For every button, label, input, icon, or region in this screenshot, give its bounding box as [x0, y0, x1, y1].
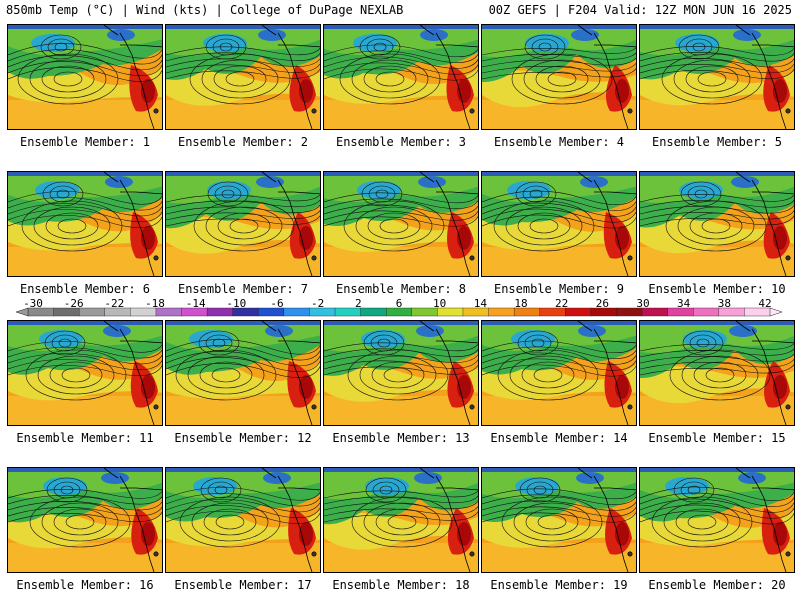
colorbar-tick-label: -10: [226, 297, 247, 310]
colorbar-tick-label: 18: [514, 297, 528, 310]
ensemble-member-label: Ensemble Member: 12: [174, 431, 312, 445]
ensemble-member-label: Ensemble Member: 4: [493, 135, 625, 149]
ensemble-panel: [7, 171, 163, 277]
ensemble-panel: [7, 467, 163, 573]
colorbar-tick-label: -14: [185, 297, 206, 310]
run-valid-time: 00Z GEFS | F204 Valid: 12Z MON JUN 16 20…: [488, 3, 792, 17]
colorbar-tick-label: -30: [23, 297, 43, 310]
ensemble-member-label: Ensemble Member: 11: [16, 431, 154, 445]
temperature-wind-map: [166, 468, 320, 572]
colorbar-tick-label: 34: [677, 297, 691, 310]
ensemble-panel: [7, 320, 163, 426]
colorbar-tick-label: 14: [473, 297, 487, 310]
ensemble-panel: [639, 24, 795, 130]
ensemble-panel: [165, 320, 321, 426]
colorbar-tick-label: -22: [104, 297, 125, 310]
ensemble-member-label: Ensemble Member: 6: [19, 282, 151, 296]
colorbar-swatch: [283, 307, 310, 317]
ensemble-member-label: Ensemble Member: 16: [16, 578, 154, 592]
ensemble-member-label: Ensemble Member: 20: [648, 578, 786, 592]
temperature-wind-map: [8, 25, 162, 129]
ensemble-member-label: Ensemble Member: 2: [177, 135, 309, 149]
temperature-wind-map: [166, 321, 320, 425]
colorbar-tick-label: 10: [433, 297, 447, 310]
temperature-wind-map: [482, 321, 636, 425]
colorbar-tick-label: -6: [270, 297, 284, 310]
temperature-wind-map: [640, 321, 794, 425]
temperature-colorbar: [15, 307, 783, 317]
temperature-wind-map: [324, 172, 478, 276]
ensemble-panel: [481, 467, 637, 573]
ensemble-member-label: Ensemble Member: 9: [493, 282, 625, 296]
colorbar-swatch: [565, 307, 592, 317]
ensemble-panel: [323, 171, 479, 277]
temperature-wind-map: [482, 172, 636, 276]
temperature-wind-map: [8, 321, 162, 425]
ensemble-member-label: Ensemble Member: 8: [335, 282, 467, 296]
colorbar-tick-label: -18: [145, 297, 165, 310]
ensemble-panel: [481, 24, 637, 130]
ensemble-panel: [639, 320, 795, 426]
ensemble-panel: [481, 171, 637, 277]
colorbar-right-arrow: [769, 307, 783, 317]
ensemble-panel: [165, 467, 321, 573]
ensemble-panel: [639, 467, 795, 573]
temperature-wind-map: [640, 25, 794, 129]
colorbar-tick-label: -26: [63, 297, 84, 310]
chart-title: 850mb Temp (°C) | Wind (kts) | College o…: [6, 3, 404, 17]
ensemble-member-label: Ensemble Member: 17: [174, 578, 312, 592]
ensemble-panel: [165, 24, 321, 130]
ensemble-member-label: Ensemble Member: 18: [332, 578, 470, 592]
colorbar-tick-label: 38: [717, 297, 731, 310]
ensemble-panel: [639, 171, 795, 277]
ensemble-panel: [7, 24, 163, 130]
colorbar-tick-label: 26: [595, 297, 609, 310]
ensemble-member-label: Ensemble Member: 3: [335, 135, 467, 149]
ensemble-panel: [481, 320, 637, 426]
ensemble-member-label: Ensemble Member: 13: [332, 431, 470, 445]
colorbar-swatch: [360, 307, 387, 317]
temperature-wind-map: [482, 25, 636, 129]
colorbar-tick-label: -2: [311, 297, 325, 310]
ensemble-panel: [323, 24, 479, 130]
colorbar-tick-label: 30: [636, 297, 650, 310]
colorbar-left-arrow: [15, 307, 29, 317]
colorbar-tick-label: 42: [758, 297, 772, 310]
ensemble-panel: [323, 467, 479, 573]
ensemble-member-label: Ensemble Member: 5: [651, 135, 783, 149]
temperature-wind-map: [8, 468, 162, 572]
ensemble-member-label: Ensemble Member: 19: [490, 578, 628, 592]
ensemble-panel: [323, 320, 479, 426]
temperature-wind-map: [8, 172, 162, 276]
colorbar-tick-label: 2: [355, 297, 362, 310]
temperature-wind-map: [640, 172, 794, 276]
colorbar-swatch: [693, 307, 720, 317]
ensemble-panel: [165, 171, 321, 277]
ensemble-member-label: Ensemble Member: 1: [19, 135, 151, 149]
ensemble-member-label: Ensemble Member: 14: [490, 431, 628, 445]
colorbar-swatch: [488, 307, 515, 317]
temperature-wind-map: [166, 25, 320, 129]
temperature-wind-map: [324, 321, 478, 425]
ensemble-member-label: Ensemble Member: 7: [177, 282, 309, 296]
temperature-wind-map: [324, 25, 478, 129]
ensemble-member-label: Ensemble Member: 10: [648, 282, 786, 296]
temperature-wind-map: [166, 172, 320, 276]
temperature-wind-map: [324, 468, 478, 572]
temperature-wind-map: [482, 468, 636, 572]
ensemble-member-label: Ensemble Member: 15: [648, 431, 786, 445]
colorbar-tick-label: 6: [395, 297, 403, 310]
colorbar-tick-label: 22: [555, 297, 569, 310]
temperature-wind-map: [640, 468, 794, 572]
